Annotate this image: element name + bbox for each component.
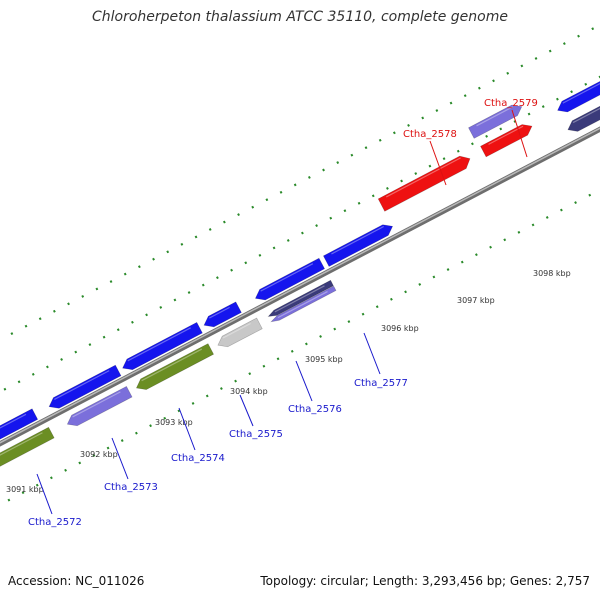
gene-feature-2576-lower-b-gloss	[277, 291, 328, 319]
gene-feature-2573-lower-gloss	[72, 391, 121, 418]
kbp-label: 3091 kbp	[6, 485, 44, 494]
gene-feature-2574-upper[interactable]	[122, 321, 203, 371]
genome-backbone-highlight	[0, 127, 600, 444]
gene-feature-2575-lower[interactable]	[217, 317, 263, 348]
gene-feature-2572-upper[interactable]	[0, 408, 39, 470]
kbp-label: 3098 kbp	[533, 269, 571, 278]
outer-tick-row	[0, 23, 600, 342]
gene-feature-2572-lower-gloss	[0, 432, 43, 456]
gene-label-leader	[111, 437, 129, 480]
gene-feature-2580-upper-gloss	[562, 82, 600, 104]
gene-label[interactable]: Ctha_2578	[403, 129, 457, 140]
gene-feature-2576-upper-gloss	[260, 263, 314, 292]
gene-feature-2572-lower[interactable]	[0, 426, 55, 491]
gene-feature-2576-lower-a[interactable]	[267, 279, 334, 317]
genome-title: Chloroherpeton thalassium ATCC 35110, co…	[92, 9, 508, 25]
gene-label-leader	[178, 407, 196, 451]
kbp-label: 3097 kbp	[457, 296, 495, 305]
gene-feature-2573-upper[interactable]	[48, 364, 122, 409]
gene-feature-2580-lower[interactable]	[567, 97, 600, 132]
gene-label[interactable]: Ctha_2572	[28, 517, 82, 528]
gene-feature-2577-gloss	[331, 225, 384, 255]
inner-tick-row	[0, 188, 600, 506]
gene-feature-2574-upper-gloss	[127, 327, 191, 362]
gene-feature-2572-upper-gloss	[0, 413, 27, 429]
gene-feature-2580-lower-gloss	[572, 107, 600, 124]
gene-feature-2580-upper[interactable]	[557, 77, 600, 113]
gene-feature-2576-lower-a-gloss	[274, 285, 325, 313]
gene-feature-2579-lower-gloss	[488, 125, 524, 145]
gene-feature-2575-upper-gloss	[208, 306, 230, 319]
gene-feature-2577[interactable]	[322, 224, 394, 267]
gene-feature-2574-lower[interactable]	[135, 343, 215, 390]
gene-label[interactable]: Ctha_2579	[484, 98, 538, 109]
genome-backbone	[0, 126, 600, 447]
gene-feature-2573-lower[interactable]	[66, 385, 133, 427]
gene-feature-2576-upper[interactable]	[254, 257, 326, 301]
gene-label-leader	[239, 394, 254, 427]
kbp-label: 3095 kbp	[305, 355, 343, 364]
gene-label[interactable]: Ctha_2574	[171, 453, 225, 464]
kbp-label: 3093 kbp	[155, 418, 193, 427]
gene-feature-2575-upper[interactable]	[203, 301, 242, 328]
gene-feature-2578[interactable]	[377, 155, 471, 212]
gene-label-leader	[363, 332, 381, 375]
accession-text: Accession: NC_011026	[8, 574, 145, 588]
gene-feature-2576-lower-b[interactable]	[270, 285, 337, 323]
gene-label[interactable]: Ctha_2577	[354, 378, 408, 389]
gene-label[interactable]: Ctha_2573	[104, 482, 158, 493]
gene-feature-2573-upper-gloss	[54, 370, 110, 400]
kbp-label: 3092 kbp	[80, 450, 118, 459]
gene-feature-2579-upper[interactable]	[468, 104, 523, 139]
gene-label[interactable]: Ctha_2576	[288, 404, 342, 415]
gene-label[interactable]: Ctha_2575	[229, 429, 283, 440]
gene-feature-2574-lower-gloss	[141, 348, 203, 382]
kbp-label: 3096 kbp	[381, 324, 419, 333]
kbp-label: 3094 kbp	[230, 387, 268, 396]
gene-feature-2579-upper-gloss	[476, 106, 514, 127]
gene-label-leader	[36, 473, 53, 515]
gene-label-leader	[429, 140, 447, 186]
gene-label-leader	[295, 360, 313, 402]
gene-feature-2578-gloss	[385, 157, 461, 198]
gene-label-leader	[511, 109, 528, 158]
gene-feature-2575-lower-gloss	[222, 322, 251, 339]
genome-summary-text: Topology: circular; Length: 3,293,456 bp…	[260, 574, 590, 588]
